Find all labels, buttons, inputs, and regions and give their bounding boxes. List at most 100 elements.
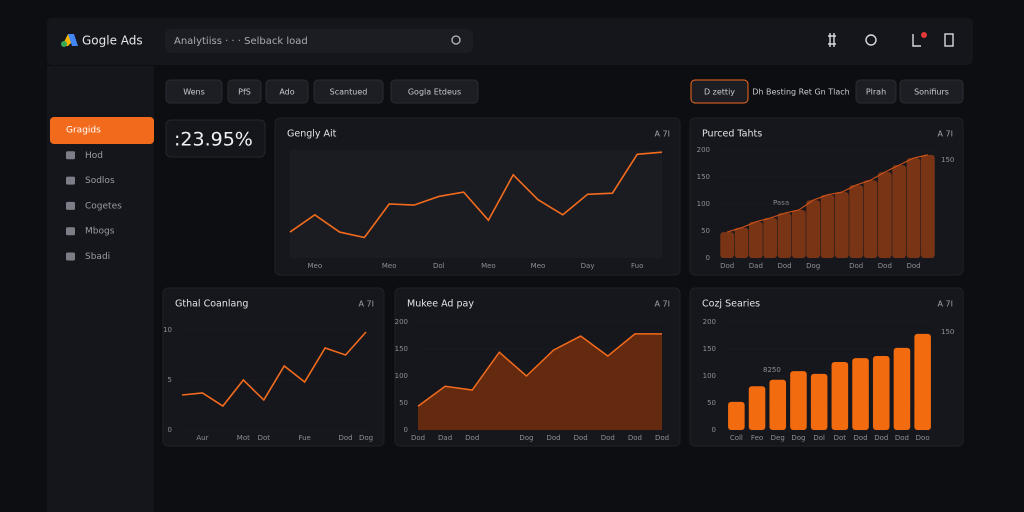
toolbar-label: D zettiy	[704, 88, 735, 97]
y-tick-label: 150	[697, 173, 710, 181]
sidebar-item[interactable]: Sbadi	[85, 252, 110, 262]
x-tick-label: Dod	[853, 434, 867, 442]
annotation: Pasa	[773, 199, 789, 207]
x-tick-label: Mot	[237, 434, 250, 442]
y-tick-label: 5	[168, 376, 172, 384]
bar	[791, 209, 806, 258]
sidebar-icon	[66, 252, 75, 261]
x-tick-label: Dod	[601, 434, 615, 442]
sidebar-active[interactable]	[50, 117, 154, 144]
panel-title: Gengly Ait	[287, 129, 337, 140]
bar	[810, 373, 828, 430]
bar	[834, 192, 849, 258]
sidebar-icon	[66, 201, 75, 210]
x-tick-label: Meo	[481, 262, 496, 270]
x-tick-label: Dod	[895, 434, 909, 442]
bar	[820, 194, 835, 258]
bar	[777, 213, 792, 258]
area	[418, 333, 662, 430]
bar	[877, 172, 892, 258]
x-tick-label: Meo	[307, 262, 322, 270]
search-box[interactable]	[165, 29, 473, 53]
bar	[790, 371, 807, 430]
x-tick-label: Dod	[574, 434, 588, 442]
y-tick-label: 100	[697, 200, 710, 208]
y-tick-label: 100	[395, 372, 408, 380]
panel-title: Gthal Coanlang	[175, 299, 248, 310]
bar	[806, 200, 821, 258]
toolbar-label: PfS	[238, 88, 251, 97]
toolbar-button[interactable]	[690, 79, 749, 104]
x-tick-label: Fue	[298, 434, 310, 442]
x-tick-label: Meo	[382, 262, 397, 270]
kpi-value: :23.95%	[174, 129, 253, 151]
bar	[734, 227, 749, 258]
x-tick-label: Dod	[720, 262, 734, 270]
toolbar-button[interactable]	[855, 79, 897, 104]
x-tick-label: Dol	[813, 434, 825, 442]
toolbar-button[interactable]	[313, 79, 384, 104]
y-tick-label: 50	[707, 399, 716, 407]
sidebar-item[interactable]: Hod	[85, 151, 103, 161]
annotation: 8250	[763, 366, 781, 374]
trend-line	[726, 154, 928, 233]
y-tick-label: 150	[395, 345, 408, 353]
x-tick-label: Dol	[433, 262, 445, 270]
toolbar-button[interactable]	[227, 79, 262, 104]
toolbar-label: Wens	[183, 88, 205, 97]
y-tick-label: 100	[703, 372, 716, 380]
panel-corner: A 7I	[938, 300, 953, 309]
hash-icon[interactable]	[828, 33, 836, 47]
y-tick-label: 200	[703, 318, 716, 326]
x-tick-label: Meo	[531, 262, 546, 270]
bar	[720, 232, 735, 258]
sidebar-item[interactable]: Cogetes	[85, 201, 122, 211]
toolbar-button[interactable]	[265, 79, 309, 104]
panel-title: Purced Tahts	[702, 129, 762, 140]
notify-dot	[921, 32, 927, 38]
header-icons	[828, 33, 954, 47]
notify-icon[interactable]	[912, 34, 921, 47]
bar	[831, 361, 849, 430]
x-tick-label: Dod	[338, 434, 352, 442]
search-icon[interactable]	[451, 35, 461, 45]
x-tick-label: Dod	[777, 262, 791, 270]
menu-icon[interactable]	[944, 33, 954, 47]
x-tick-label: Deg	[771, 434, 785, 442]
bar	[763, 218, 778, 258]
x-tick-label: Dod	[465, 434, 479, 442]
x-tick-label: Dad	[438, 434, 452, 442]
bar	[748, 386, 766, 430]
toolbar-label: Ado	[279, 88, 294, 97]
sidebar-item[interactable]: Mbogs	[85, 227, 115, 237]
x-tick-label: Dog	[791, 434, 805, 442]
sidebar-icon	[66, 151, 75, 160]
y-tick-label: 150	[703, 345, 716, 353]
x-tick-label: Dod	[849, 262, 863, 270]
bar	[920, 154, 935, 258]
kpi-card	[165, 119, 266, 158]
panel-corner: A 7I	[359, 300, 374, 309]
sidebar-icon	[66, 176, 75, 185]
search-text: Analytiiss · · · Selback load	[174, 36, 308, 47]
y-tick-label: 0	[404, 426, 408, 434]
bar	[893, 347, 911, 430]
toolbar-button[interactable]	[899, 79, 964, 104]
sidebar-item[interactable]: Gragids	[66, 126, 101, 136]
profile-icon[interactable]	[865, 34, 877, 46]
toolbar-button[interactable]	[165, 79, 223, 104]
panel-corner: A 7I	[938, 130, 953, 139]
x-tick-label: Dod	[655, 434, 669, 442]
bar	[849, 185, 864, 258]
bar	[863, 180, 878, 258]
sidebar-icon	[66, 227, 75, 236]
toolbar-label: Sonifiurs	[914, 88, 949, 97]
logo-icon	[61, 34, 78, 47]
toolbar-button[interactable]	[390, 79, 479, 104]
x-tick-label: Dad	[749, 262, 763, 270]
sidebar-item[interactable]: Sodlos	[85, 176, 115, 186]
y-tick-label: 200	[395, 318, 408, 326]
toolbar-label: Gogla Etdeus	[408, 88, 461, 97]
bar	[892, 165, 907, 258]
